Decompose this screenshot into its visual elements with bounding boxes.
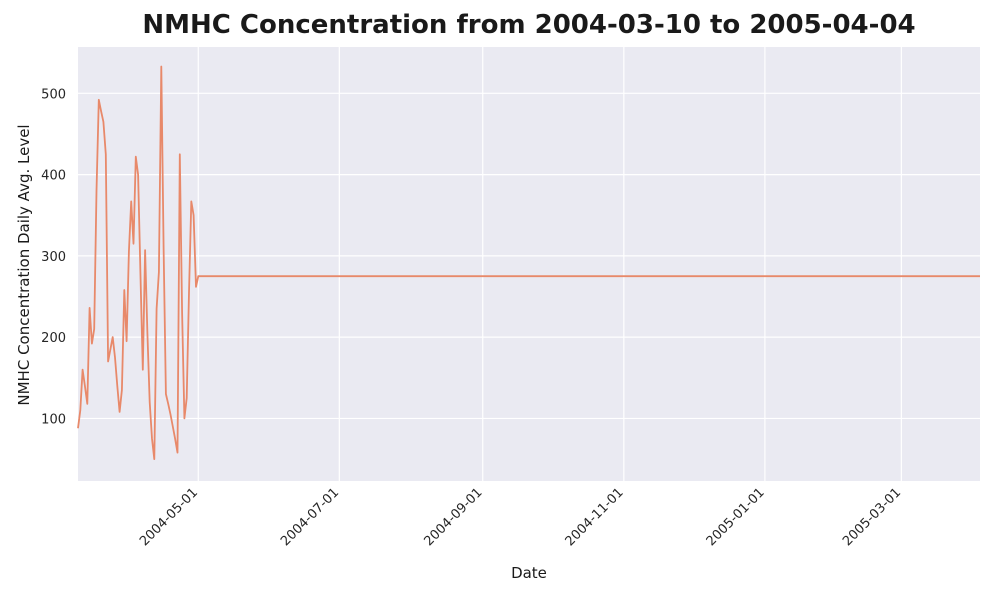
x-tick-label: 2005-01-01 [704, 485, 768, 549]
y-tick-label: 500 [41, 87, 66, 102]
x-tick-label: 2005-03-01 [840, 485, 904, 549]
plot-area [78, 47, 980, 481]
x-axis-label: Date [511, 564, 547, 582]
gridlines [78, 47, 980, 481]
x-ticks: 2004-05-01 2004-07-01 2004-09-01 2004-11-01… [137, 485, 904, 549]
x-tick-label: 2004-11-01 [563, 485, 627, 549]
y-ticks: 100 200 300 400 500 [41, 87, 66, 427]
y-tick-label: 400 [41, 169, 66, 184]
x-tick-label: 2004-05-01 [137, 485, 201, 549]
chart-title: NMHC Concentration from 2004-03-10 to 20… [142, 10, 916, 40]
series-line [77, 65, 980, 461]
series-group [77, 65, 980, 461]
y-tick-label: 100 [41, 412, 66, 427]
y-tick-label: 300 [41, 250, 66, 265]
y-tick-label: 200 [41, 331, 66, 346]
x-tick-label: 2004-07-01 [278, 485, 342, 549]
x-tick-label: 2004-09-01 [422, 485, 486, 549]
